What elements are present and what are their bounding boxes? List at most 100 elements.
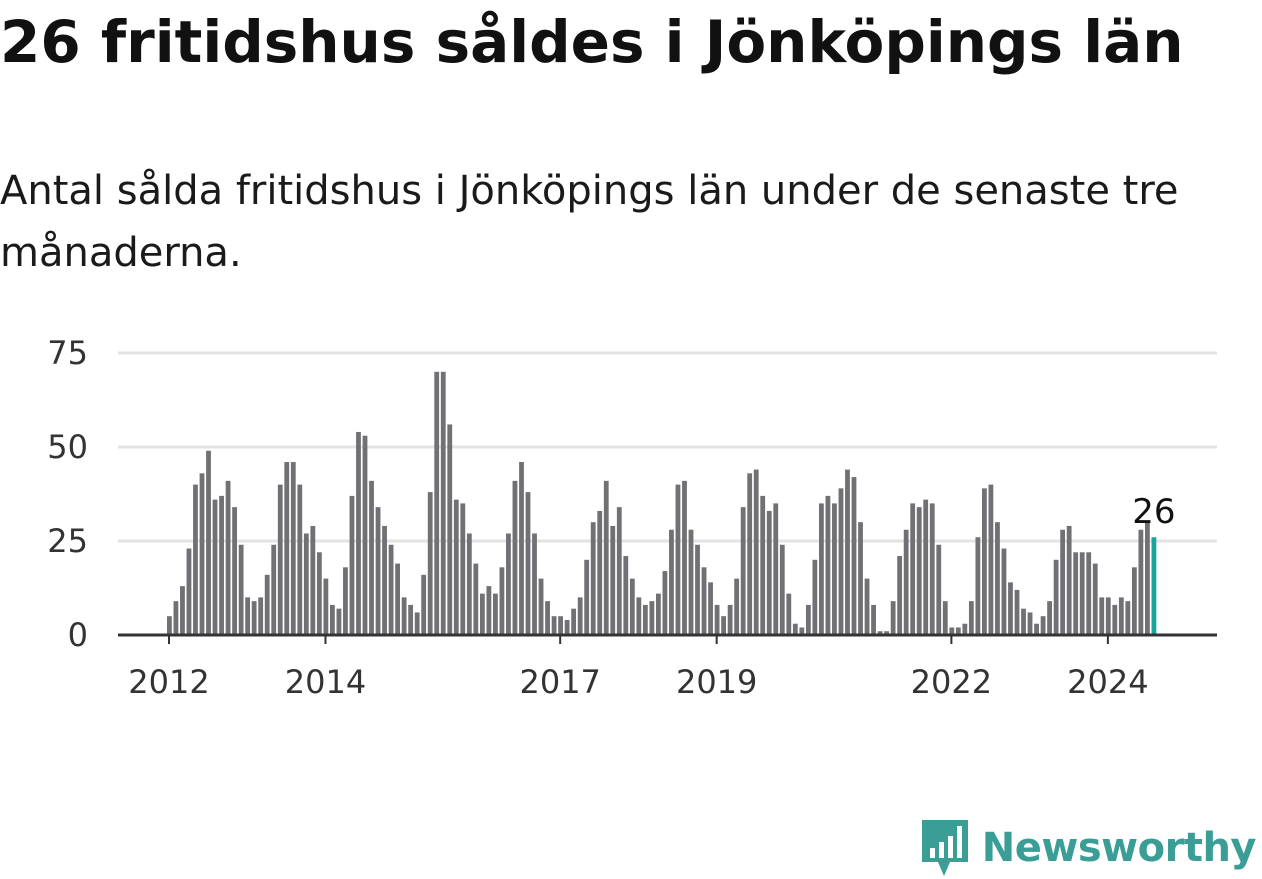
- bar: [297, 484, 303, 635]
- bar: [727, 604, 733, 635]
- bar: [1027, 612, 1033, 635]
- bar: [258, 597, 264, 635]
- bar: [525, 492, 531, 635]
- bar: [584, 559, 590, 635]
- bar: [330, 604, 335, 635]
- bar: [682, 480, 687, 635]
- bar: [949, 627, 955, 635]
- bar: [271, 544, 277, 635]
- bar: [838, 488, 844, 635]
- bar: [290, 462, 296, 635]
- bar: [167, 616, 172, 635]
- bar: [819, 503, 824, 635]
- bar: [369, 480, 374, 635]
- bar: [695, 544, 700, 635]
- bar: [910, 503, 916, 635]
- bar: [968, 601, 974, 635]
- bar: [245, 597, 251, 635]
- bar: [982, 488, 987, 635]
- bar: [284, 462, 290, 635]
- bar: [832, 503, 837, 635]
- bar: [740, 507, 746, 635]
- bar: [362, 435, 368, 635]
- bar-chart: 0 25 50 75 2012 2014 2017 2019 2022 2024 26: [47, 334, 1217, 701]
- bar: [199, 473, 205, 635]
- bar: [212, 499, 218, 635]
- bar: [1099, 597, 1105, 635]
- x-tick-label: 2012: [128, 663, 209, 701]
- bar: [408, 604, 414, 635]
- bar: [303, 533, 309, 635]
- bar: [1145, 522, 1150, 635]
- bar: [310, 525, 316, 635]
- bar: [1125, 601, 1131, 635]
- bar: [1112, 604, 1118, 635]
- bar: [929, 503, 935, 635]
- bar: [845, 469, 850, 635]
- bar: [597, 510, 603, 635]
- bar: [349, 495, 355, 635]
- bar-highlight: [1151, 537, 1157, 635]
- x-tick-label: 2019: [676, 663, 757, 701]
- chart-title: 26 fritidshus såldes i Jönköpings län: [0, 8, 1184, 76]
- bar: [779, 544, 785, 635]
- x-tick-label: 2024: [1067, 663, 1148, 701]
- bar: [173, 601, 179, 635]
- bar: [571, 608, 577, 635]
- bar: [238, 544, 244, 635]
- bar: [897, 556, 903, 635]
- bar: [1008, 582, 1013, 635]
- bar: [1060, 529, 1066, 635]
- bar: [427, 492, 433, 635]
- bar: [1001, 548, 1007, 635]
- bar: [734, 578, 740, 635]
- bar: [1053, 559, 1059, 635]
- bar: [545, 601, 550, 635]
- bar: [616, 507, 622, 635]
- bar: [636, 597, 642, 635]
- bar: [1138, 529, 1144, 635]
- bar: [499, 567, 505, 635]
- bar: [336, 608, 342, 635]
- bar: [812, 559, 818, 635]
- bar: [708, 582, 713, 635]
- bar: [558, 616, 563, 635]
- bar: [1105, 597, 1111, 635]
- bar: [1073, 552, 1079, 635]
- bar: [642, 604, 648, 635]
- bar: [277, 484, 283, 635]
- bar: [825, 495, 831, 635]
- bar: [1021, 608, 1026, 635]
- bar: [493, 593, 498, 635]
- bar: [851, 477, 857, 635]
- bar: [760, 495, 766, 635]
- bar: [460, 503, 466, 635]
- bar: [316, 552, 322, 635]
- bar: [466, 533, 472, 635]
- bar: [773, 503, 779, 635]
- bar: [656, 593, 661, 635]
- bar: [675, 484, 681, 635]
- bar: [988, 484, 994, 635]
- bar: [232, 507, 237, 635]
- brand-name: Newsworthy: [981, 825, 1257, 871]
- bar: [1014, 589, 1020, 635]
- bar: [962, 623, 968, 635]
- bar: [603, 480, 609, 635]
- bar: [356, 431, 361, 635]
- bar: [995, 522, 1000, 635]
- bar: [590, 522, 596, 635]
- x-tick-label: 2022: [911, 663, 992, 701]
- bar: [916, 507, 922, 635]
- bar: [890, 601, 896, 635]
- grid-lines: [118, 351, 1217, 543]
- bar: [923, 499, 929, 635]
- bar: [206, 450, 211, 635]
- bar: [766, 510, 772, 635]
- bar: [551, 616, 557, 635]
- bar: [186, 548, 192, 635]
- bar: [343, 567, 348, 635]
- bar: [864, 578, 870, 635]
- y-tick-label: 50: [47, 428, 88, 466]
- bar: [564, 619, 570, 635]
